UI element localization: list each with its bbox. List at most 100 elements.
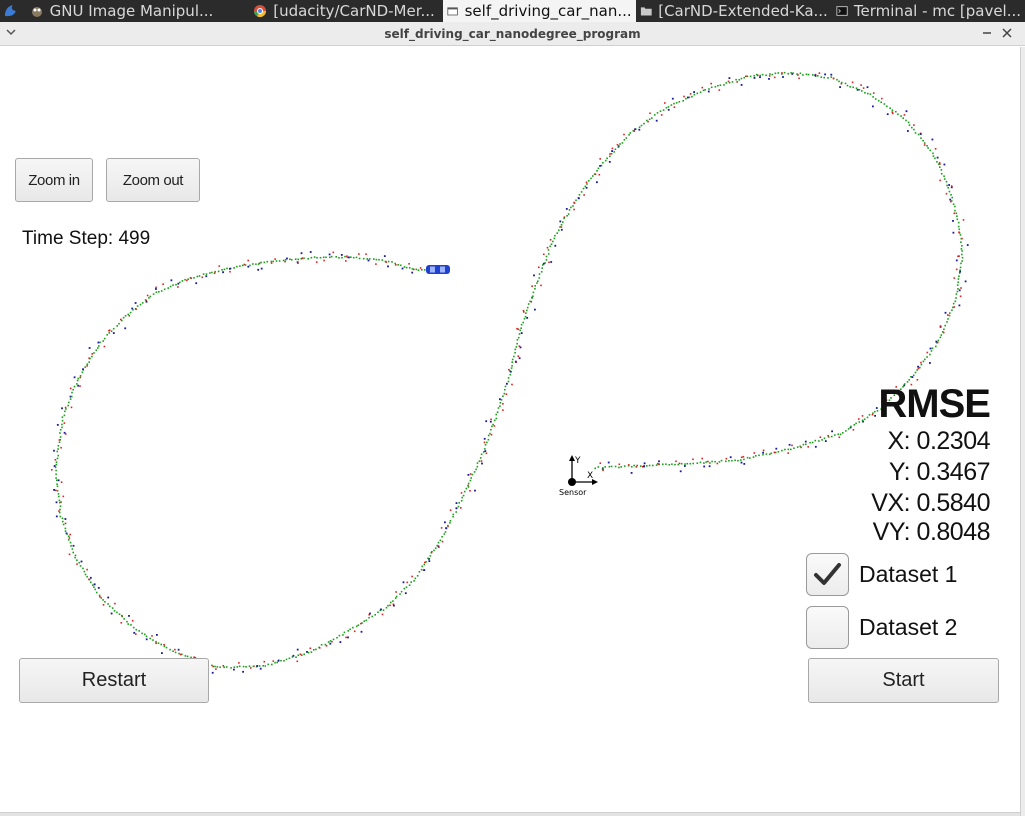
trajectory-point xyxy=(554,244,557,247)
trajectory-point xyxy=(223,666,225,669)
trajectory-point xyxy=(708,465,711,468)
trajectory-point xyxy=(667,108,670,111)
trajectory-point xyxy=(392,600,394,602)
trajectory-point xyxy=(769,73,771,75)
trajectory-point xyxy=(640,465,642,467)
trajectory-point xyxy=(547,249,550,251)
trajectory-point xyxy=(135,308,137,311)
dataset1-checkbox[interactable] xyxy=(806,553,849,596)
trajectory-point xyxy=(315,648,317,651)
trajectory-point xyxy=(148,297,150,299)
trajectory-point xyxy=(413,580,415,582)
trajectory-point xyxy=(474,489,476,492)
trajectory-point xyxy=(846,84,849,87)
trajectory-point xyxy=(346,256,349,259)
trajectory-point xyxy=(89,576,92,579)
trajectory-point xyxy=(69,398,72,400)
trajectory-point xyxy=(56,490,59,492)
window-menu-icon[interactable] xyxy=(6,27,16,37)
trajectory-point xyxy=(618,466,620,469)
trajectory-point xyxy=(762,449,765,452)
trajectory-point xyxy=(272,660,275,662)
trajectory-point xyxy=(597,466,600,468)
zoom-in-button[interactable]: Zoom in xyxy=(15,158,93,202)
trajectory-point xyxy=(405,266,408,269)
trajectory-point xyxy=(223,268,226,271)
trajectory-point xyxy=(365,253,367,255)
trajectory-point xyxy=(260,261,262,264)
trajectory-point xyxy=(336,636,338,639)
trajectory-point xyxy=(955,293,958,295)
trajectory-point xyxy=(103,345,106,348)
taskbar-item-file-manager[interactable]: [CarND-Extended-Ka... xyxy=(636,0,832,22)
trajectory-point xyxy=(598,173,601,176)
trajectory-point xyxy=(723,84,725,86)
taskbar-item-simulator[interactable]: self_driving_car_nan... xyxy=(443,0,636,22)
trajectory-point xyxy=(648,464,651,467)
trajectory-point xyxy=(567,213,570,215)
trajectory-point xyxy=(56,483,58,485)
trajectory-point xyxy=(736,81,738,83)
trajectory-point xyxy=(941,331,944,333)
trajectory-point xyxy=(950,186,953,189)
trajectory-point xyxy=(773,451,776,454)
trajectory-point xyxy=(792,72,794,74)
dataset2-checkbox[interactable] xyxy=(806,606,849,649)
dataset2-label[interactable]: Dataset 2 xyxy=(859,614,958,640)
trajectory-point xyxy=(526,306,529,309)
trajectory-point xyxy=(799,445,801,448)
start-button[interactable]: Start xyxy=(808,658,999,703)
trajectory-point xyxy=(241,264,244,267)
trajectory-point xyxy=(387,265,389,268)
trajectory-point xyxy=(874,410,876,413)
app-menu-icon[interactable] xyxy=(2,2,20,20)
trajectory-point xyxy=(260,267,263,270)
taskbar-item-label: Terminal - mc [pavel... xyxy=(853,2,1022,20)
trajectory-point xyxy=(67,404,69,407)
taskbar-item-gimp[interactable]: GNU Image Manipul... xyxy=(26,0,250,22)
trajectory-point xyxy=(358,257,361,260)
trajectory-point xyxy=(160,290,163,292)
trajectory-point xyxy=(274,661,276,664)
trajectory-point xyxy=(719,84,722,86)
trajectory-point xyxy=(696,462,699,464)
trajectory-point xyxy=(431,551,433,553)
trajectory-point xyxy=(538,277,541,279)
trajectory-point xyxy=(155,640,157,643)
trajectory-point xyxy=(575,199,577,202)
trajectory-point xyxy=(759,76,761,79)
trajectory-point xyxy=(511,358,514,361)
trajectory-point xyxy=(821,439,823,441)
car-marker xyxy=(426,265,450,274)
dataset1-label[interactable]: Dataset 1 xyxy=(859,561,958,587)
restart-button[interactable]: Restart xyxy=(19,658,209,703)
trajectory-point xyxy=(485,452,488,455)
taskbar-item-terminal[interactable]: Terminal - mc [pavel... xyxy=(832,0,1025,22)
trajectory-point xyxy=(163,643,165,646)
zoom-out-button[interactable]: Zoom out xyxy=(106,158,200,202)
trajectory-point xyxy=(272,260,274,263)
trajectory-point xyxy=(129,311,132,314)
trajectory-point xyxy=(55,489,57,492)
trajectory-point xyxy=(155,642,157,645)
minimize-icon[interactable] xyxy=(980,26,994,40)
window-titlebar[interactable]: self_driving_car_nanodegree_program xyxy=(0,22,1025,46)
trajectory-point xyxy=(332,251,335,254)
trajectory-point xyxy=(236,666,239,668)
trajectory-point xyxy=(310,256,313,259)
trajectory-point xyxy=(770,452,773,455)
trajectory-point xyxy=(957,281,959,283)
taskbar-item-chrome[interactable]: [udacity/CarND-Mer... xyxy=(249,0,443,22)
trajectory-point xyxy=(952,231,955,234)
trajectory-point xyxy=(169,285,172,288)
trajectory-point xyxy=(680,462,683,465)
trajectory-point xyxy=(568,209,571,211)
close-icon[interactable] xyxy=(1000,26,1014,40)
trajectory-point xyxy=(103,337,106,340)
trajectory-point xyxy=(604,466,606,468)
trajectory-point xyxy=(679,470,682,473)
trajectory-point xyxy=(652,464,654,467)
trajectory-point xyxy=(88,357,90,359)
trajectory-point xyxy=(711,460,713,463)
trajectory-point xyxy=(819,436,822,438)
